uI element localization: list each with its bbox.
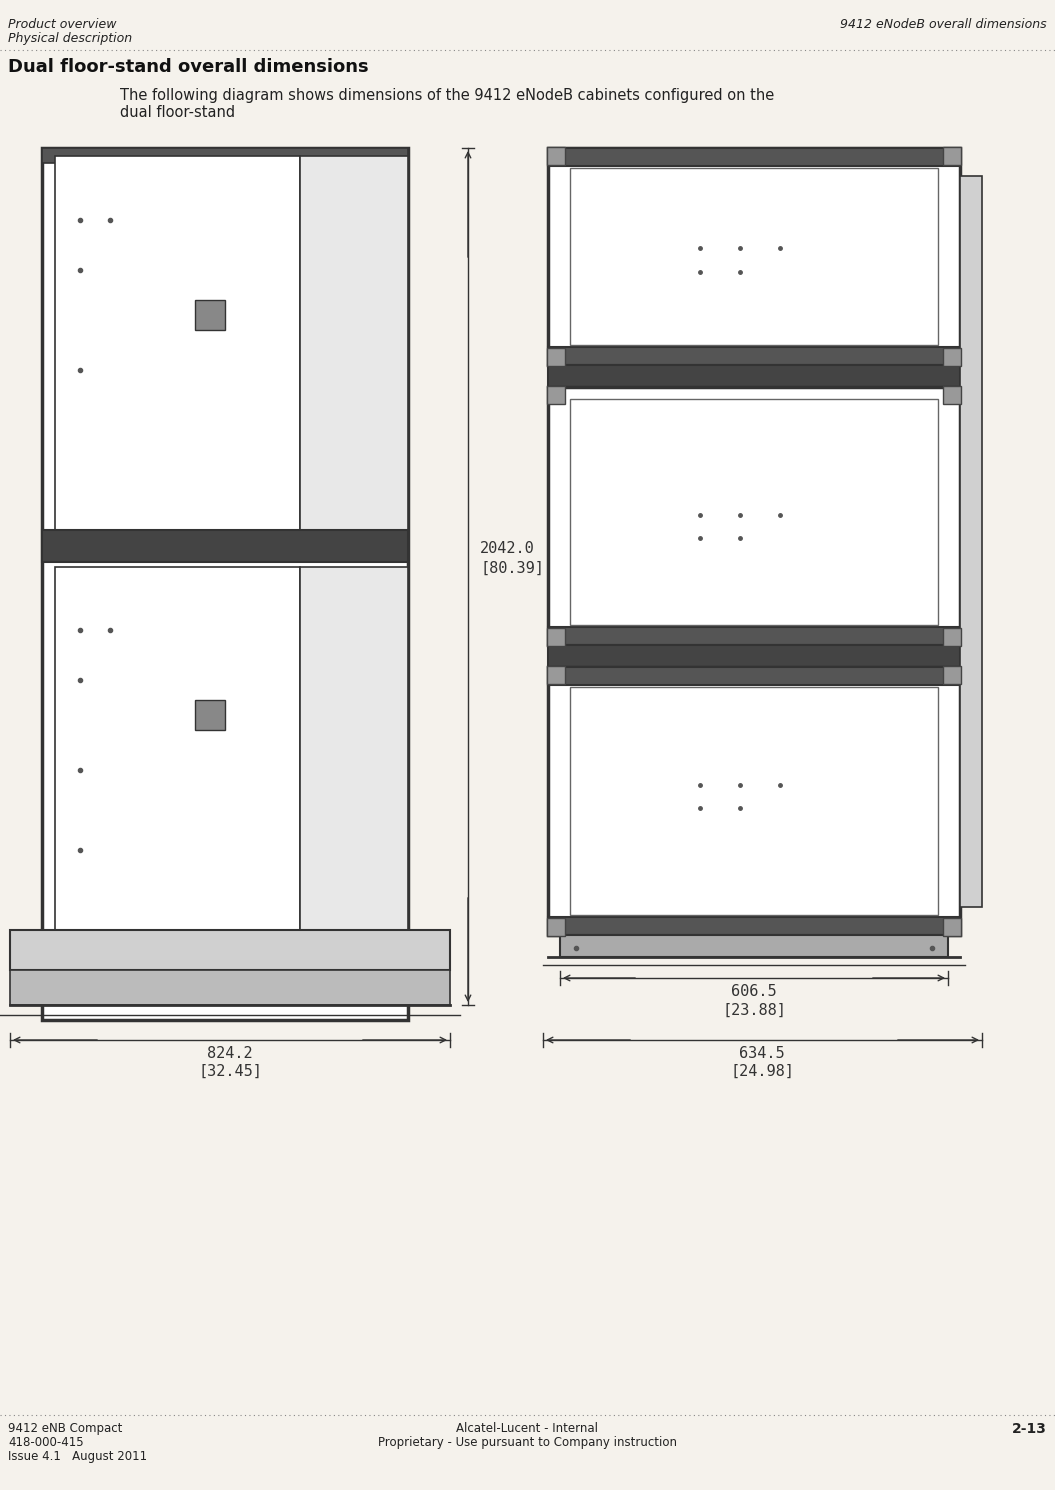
Bar — [546, 148, 565, 165]
Text: Proprietary - Use pursuant to Company instruction: Proprietary - Use pursuant to Company in… — [378, 1436, 676, 1448]
Bar — [548, 347, 960, 365]
Bar — [195, 299, 225, 329]
Text: 634.5: 634.5 — [740, 1046, 785, 1061]
Bar — [42, 148, 408, 162]
Bar — [546, 349, 565, 367]
Bar — [42, 530, 408, 562]
Text: Issue 4.1   August 2011: Issue 4.1 August 2011 — [8, 1450, 147, 1463]
Text: [80.39]: [80.39] — [480, 560, 544, 575]
Text: [23.88]: [23.88] — [722, 1003, 786, 1018]
Bar — [546, 627, 565, 647]
Bar — [960, 176, 982, 907]
Bar — [548, 645, 960, 668]
Bar — [943, 666, 961, 684]
Text: 606.5: 606.5 — [731, 985, 776, 1000]
Bar — [570, 399, 938, 624]
Bar — [943, 918, 961, 936]
Text: Dual floor-stand overall dimensions: Dual floor-stand overall dimensions — [8, 58, 368, 76]
Bar — [546, 666, 565, 684]
Text: [24.98]: [24.98] — [730, 1064, 794, 1079]
Bar — [9, 970, 450, 1004]
Bar — [548, 387, 960, 645]
Bar — [300, 156, 408, 530]
Bar — [195, 700, 225, 730]
Text: dual floor-stand: dual floor-stand — [120, 104, 235, 121]
Bar — [42, 148, 408, 1021]
Text: Product overview: Product overview — [8, 18, 116, 31]
Bar — [570, 168, 938, 346]
Text: Physical description: Physical description — [8, 31, 132, 45]
Bar — [300, 568, 408, 930]
Bar — [548, 148, 960, 365]
Text: The following diagram shows dimensions of the 9412 eNodeB cabinets configured on: The following diagram shows dimensions o… — [120, 88, 774, 103]
Text: 2042.0: 2042.0 — [480, 541, 535, 556]
Text: [32.45]: [32.45] — [198, 1064, 262, 1079]
Bar — [548, 148, 960, 165]
Bar — [570, 687, 938, 915]
Bar — [548, 668, 960, 936]
Bar — [943, 148, 961, 165]
Bar — [546, 918, 565, 936]
Bar — [55, 156, 300, 530]
Text: 2-13: 2-13 — [1012, 1421, 1047, 1436]
Bar — [548, 668, 960, 685]
Text: 824.2: 824.2 — [207, 1046, 253, 1061]
Bar — [943, 386, 961, 404]
Text: 9412 eNodeB overall dimensions: 9412 eNodeB overall dimensions — [841, 18, 1047, 31]
Bar — [943, 627, 961, 647]
Text: Alcatel-Lucent - Internal: Alcatel-Lucent - Internal — [456, 1421, 598, 1435]
Bar — [55, 568, 300, 930]
Text: 418-000-415: 418-000-415 — [8, 1436, 83, 1448]
Bar — [560, 936, 948, 957]
Bar — [548, 916, 960, 936]
Bar — [548, 627, 960, 645]
Bar — [546, 386, 565, 404]
Bar — [943, 349, 961, 367]
Text: 9412 eNB Compact: 9412 eNB Compact — [8, 1421, 122, 1435]
Bar — [548, 365, 960, 387]
Bar — [9, 930, 450, 970]
